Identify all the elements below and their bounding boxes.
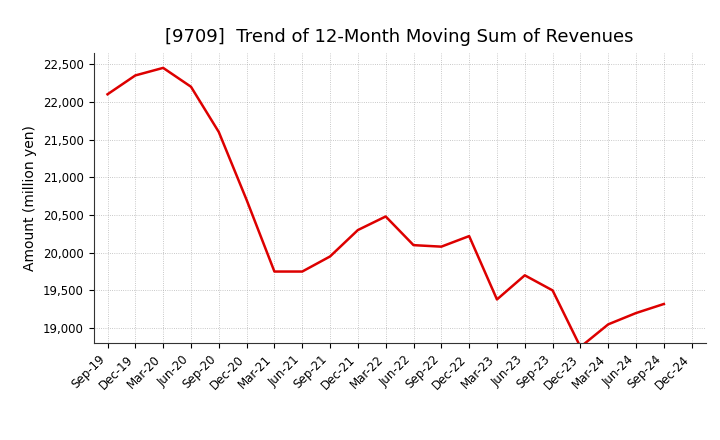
Y-axis label: Amount (million yen): Amount (million yen)	[24, 125, 37, 271]
Title: [9709]  Trend of 12-Month Moving Sum of Revenues: [9709] Trend of 12-Month Moving Sum of R…	[166, 28, 634, 46]
